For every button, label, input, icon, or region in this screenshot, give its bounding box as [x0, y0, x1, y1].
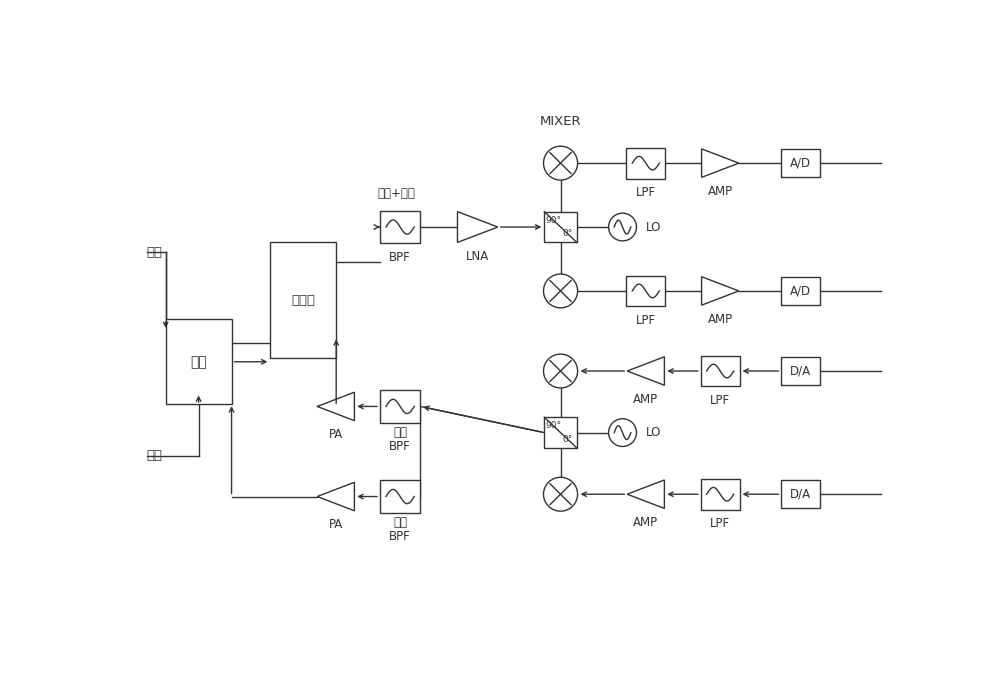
Bar [380, 390, 420, 423]
Polygon shape [317, 392, 354, 421]
Bar [166, 320, 232, 404]
Polygon shape [702, 277, 739, 305]
Text: D/A: D/A [790, 365, 811, 378]
Text: AMP: AMP [633, 392, 658, 406]
Circle shape [544, 354, 578, 388]
Bar [544, 212, 577, 242]
Text: AMP: AMP [633, 516, 658, 529]
Text: LNA: LNA [466, 250, 489, 263]
Circle shape [609, 213, 637, 241]
Polygon shape [317, 482, 354, 511]
Text: 天线: 天线 [190, 355, 207, 369]
Text: BPF: BPF [389, 530, 411, 543]
Text: LPF: LPF [710, 394, 730, 407]
Text: 0°: 0° [563, 229, 573, 238]
Text: 窄带+宽带: 窄带+宽带 [377, 188, 415, 201]
Text: PA: PA [329, 428, 343, 441]
Bar [781, 149, 820, 177]
Bar [380, 211, 420, 243]
Text: LO: LO [646, 426, 661, 439]
Text: LO: LO [646, 221, 661, 233]
Bar [781, 480, 820, 509]
Text: 右旋: 右旋 [147, 449, 163, 462]
Circle shape [544, 477, 578, 511]
Text: PA: PA [329, 518, 343, 531]
Bar [626, 147, 665, 179]
Text: BPF: BPF [389, 251, 411, 264]
Text: LPF: LPF [636, 186, 656, 199]
Text: A/D: A/D [790, 284, 811, 298]
Text: 0°: 0° [563, 435, 573, 444]
Text: D/A: D/A [790, 488, 811, 501]
Text: 90°: 90° [545, 216, 561, 225]
Text: LPF: LPF [636, 313, 656, 327]
Bar [380, 480, 420, 513]
Bar [701, 356, 740, 386]
Text: 双工器: 双工器 [291, 293, 315, 307]
Text: 宽带: 宽带 [393, 516, 407, 529]
Bar [544, 417, 577, 448]
Polygon shape [627, 480, 664, 509]
Bar [781, 277, 820, 305]
Text: 左旋: 左旋 [147, 246, 163, 259]
Polygon shape [457, 212, 498, 242]
Text: 90°: 90° [545, 421, 561, 430]
Text: 窄带: 窄带 [393, 426, 407, 439]
Text: MIXER: MIXER [540, 115, 581, 128]
Text: LPF: LPF [710, 517, 730, 530]
Polygon shape [702, 149, 739, 177]
Bar [701, 479, 740, 509]
Bar [781, 357, 820, 385]
Text: AMP: AMP [708, 185, 733, 198]
Circle shape [609, 419, 637, 446]
Text: AMP: AMP [708, 313, 733, 325]
Bar [270, 242, 336, 358]
Circle shape [544, 274, 578, 308]
Circle shape [544, 146, 578, 180]
Bar [626, 275, 665, 307]
Text: BPF: BPF [389, 440, 411, 453]
Text: A/D: A/D [790, 156, 811, 170]
Polygon shape [627, 357, 664, 385]
